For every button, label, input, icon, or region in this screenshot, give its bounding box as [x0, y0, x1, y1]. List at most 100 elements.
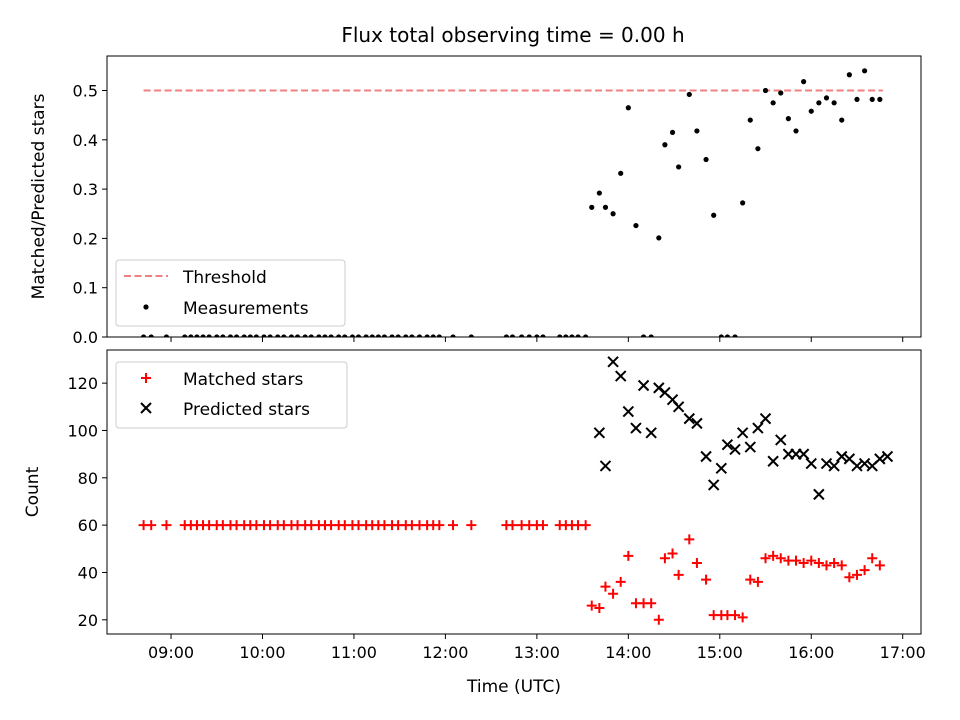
legend-measurements-swatch: [143, 304, 149, 310]
predicted-star-point: [729, 443, 741, 456]
measurement-point: [241, 334, 247, 337]
predicted-star-point: [622, 405, 635, 418]
matched-star-point: [146, 520, 157, 531]
bottom-y-tick-label: 40: [78, 563, 98, 582]
matched-star-point: [691, 558, 702, 568]
measurement-point: [328, 334, 334, 337]
matched-star-point: [775, 553, 786, 564]
matched-star-point: [580, 520, 591, 531]
measurement-point: [206, 334, 212, 337]
predicted-star-point: [599, 460, 612, 472]
predicted-star-point: [715, 462, 728, 475]
measurement-point: [540, 334, 546, 337]
measurement-point: [403, 334, 409, 337]
matched-star-point: [768, 550, 779, 561]
matched-star-point: [448, 520, 459, 531]
matched-star-point: [791, 555, 802, 566]
measurement-point: [778, 90, 784, 96]
matched-star-point: [684, 534, 695, 545]
measurement-point: [381, 334, 388, 337]
measurement-point: [846, 72, 852, 78]
measurement-point: [808, 108, 814, 114]
predicted-star-point: [881, 450, 894, 463]
measurement-point: [261, 334, 267, 337]
predicted-star-point: [752, 422, 764, 434]
measurement-point: [349, 334, 356, 337]
bottom-y-tick-label: 100: [67, 421, 98, 440]
predicted-star-point: [691, 417, 703, 430]
predicted-star-point: [630, 422, 642, 434]
measurement-point: [302, 334, 308, 337]
measurement-point: [602, 204, 609, 210]
bottom-x-axis-label: Time (UTC): [466, 677, 561, 697]
measurement-point: [793, 128, 799, 134]
matched-star-point: [615, 576, 626, 587]
matched-star-point: [653, 614, 664, 625]
predicted-star-point: [637, 379, 650, 392]
matched-star-point: [836, 560, 847, 571]
legend-threshold-label: Threshold: [182, 268, 267, 288]
measurement-point: [711, 212, 717, 218]
measurement-point: [140, 334, 147, 337]
measurement-point: [854, 96, 860, 102]
top-y-tick-label: 0.1: [73, 279, 98, 298]
predicted-star-point: [700, 450, 712, 463]
predicted-star-point: [759, 412, 772, 425]
measurement-point: [363, 334, 369, 337]
measurement-point: [416, 334, 423, 337]
matched-star-point: [829, 558, 840, 568]
measurement-point: [686, 91, 692, 98]
matched-star-point: [507, 520, 518, 531]
bottom-x-tick-label: 09:00: [148, 643, 194, 662]
measurement-point: [395, 334, 401, 337]
measurement-point: [409, 334, 415, 337]
bottom-legend-box: [115, 361, 348, 429]
measurement-point: [200, 334, 206, 337]
measurement-point: [618, 170, 624, 176]
measurement-point: [188, 334, 194, 337]
measurement-point: [227, 334, 234, 337]
measurement-point: [220, 334, 226, 337]
measurement-point: [669, 129, 676, 136]
top-y-tick-label: 0.0: [73, 328, 98, 347]
matched-star-point: [813, 558, 824, 568]
predicted-star-point: [828, 460, 840, 472]
predicted-star-point: [721, 438, 734, 451]
bottom-x-tick-label: 11:00: [331, 643, 377, 662]
bottom-x-tick-label: 13:00: [514, 643, 560, 662]
matched-star-point: [537, 520, 548, 531]
legend-matched-swatch: [141, 373, 151, 383]
predicted-star-point: [707, 479, 720, 491]
matched-star-point: [745, 574, 756, 585]
measurement-point: [801, 79, 807, 85]
measurement-point: [509, 334, 516, 337]
measurement-point: [563, 334, 569, 337]
top-legend-box: [115, 259, 346, 327]
matched-star-point: [594, 602, 605, 613]
measurement-point: [369, 334, 375, 337]
matched-star-point: [466, 520, 477, 531]
matched-star-point: [821, 560, 832, 571]
measurement-point: [755, 146, 761, 152]
predicted-star-point: [672, 401, 685, 413]
matched-star-point: [646, 598, 657, 609]
measurement-point: [877, 96, 883, 102]
measurement-point: [253, 334, 259, 337]
measurement-point: [640, 334, 647, 337]
legend-measurements-label: Measurements: [183, 299, 309, 319]
predicted-star-point: [813, 488, 825, 501]
predicted-star-point: [736, 427, 749, 439]
bottom-y-tick-label: 80: [78, 469, 98, 488]
measurement-point: [322, 334, 328, 337]
measurement-point: [281, 334, 287, 337]
matched-star-point: [737, 612, 748, 623]
measurement-point: [275, 334, 281, 337]
measurement-point: [308, 334, 314, 337]
bottom-x-tick-label: 10:00: [239, 643, 285, 662]
matched-star-point: [673, 569, 684, 580]
bottom-y-tick-label: 60: [78, 516, 98, 535]
measurement-point: [468, 334, 474, 337]
measurement-point: [610, 211, 616, 217]
measurement-point: [519, 334, 525, 337]
